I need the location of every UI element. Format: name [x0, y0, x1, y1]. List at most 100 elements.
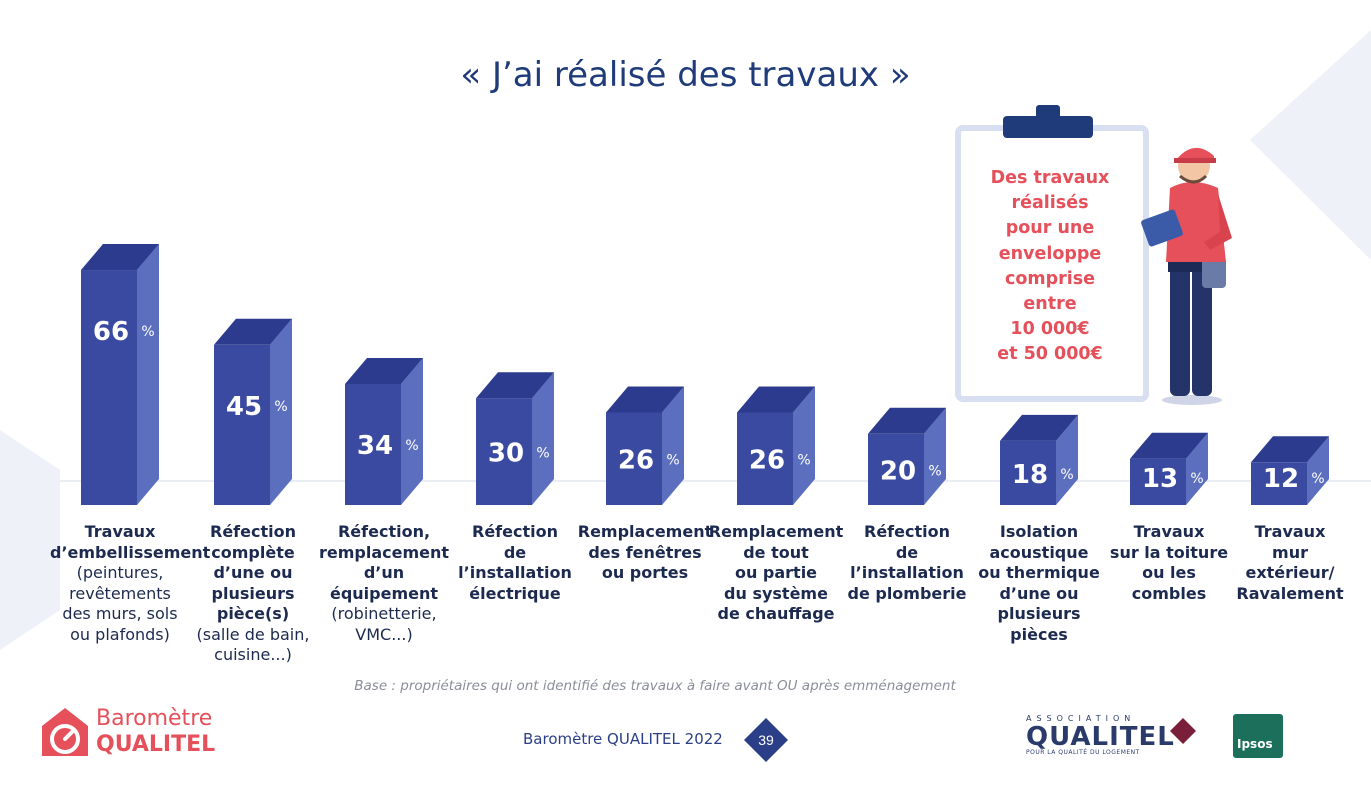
bar-unit-label: % [928, 463, 941, 479]
category-label: Isolation acoustique ou thermique d’une ou p… [969, 522, 1109, 645]
bar-value-label: 26 [618, 446, 654, 476]
ipsos-logo: Ipsos [1233, 714, 1283, 758]
category-label-detail: revêtements [69, 583, 171, 603]
category-label-line: Travaux [1254, 522, 1326, 541]
house-gauge-icon [42, 708, 88, 756]
category-label-line: électrique [469, 583, 561, 603]
category-label-line: Travaux [84, 522, 156, 541]
clipboard-callout [955, 125, 1149, 402]
category-label-line: du système [724, 583, 828, 603]
category-label-line: d’un équipement [329, 563, 439, 603]
callout-line: comprise [1004, 268, 1096, 289]
category-label-line: Réfection [210, 522, 296, 541]
bar-side [532, 372, 554, 505]
bar-unit-label: % [1190, 471, 1203, 487]
bar-chart: 66 % 45 % 34% 30% 26% 26% 20% 18% 13% 12% [60, 244, 1371, 506]
bar-top [606, 386, 684, 413]
bar-unit-label: % [1311, 471, 1324, 487]
bar-top [214, 318, 292, 345]
bar-value-label: 45 [226, 392, 262, 422]
category-label-line: complète [211, 542, 295, 562]
category-label-line: pièces [1010, 624, 1068, 644]
category-label-line: Isolation [999, 522, 1079, 541]
bar-top [345, 357, 423, 384]
worker-illustration [1141, 147, 1232, 405]
bar-unit-label: % [666, 453, 679, 469]
association-name: QUALITEL [1026, 722, 1175, 752]
category-label-line: Réfection, [337, 522, 431, 541]
clipboard-clip-top [1036, 105, 1060, 119]
category-label-line: extérieur/ [1245, 563, 1335, 582]
category-label-line: combles [1131, 583, 1207, 603]
category-label: Réfection, remplacement d’un équipement (ro… [314, 522, 454, 645]
category-label-line: Ravalement [1236, 583, 1344, 603]
bar-top [81, 244, 159, 271]
association-tagline: POUR LA QUALITÉ DU LOGEMENT [1026, 749, 1140, 756]
category-label-line: de l’installation [458, 542, 572, 583]
category-label-line: sur la toiture [1109, 542, 1229, 562]
category-label-line: de tout [743, 542, 809, 562]
clipboard-clip [1003, 116, 1093, 138]
bar-value-label: 12 [1263, 464, 1299, 494]
bar-unit-label: % [274, 399, 287, 415]
callout-line: réalisés [1011, 193, 1089, 214]
category-label-line: remplacement [318, 542, 450, 562]
category-label: Travaux mur extérieur/Ravalement [1220, 522, 1360, 604]
bar-front [1251, 462, 1307, 505]
base-note: Base : propriétaires qui ont identifié d… [354, 678, 956, 694]
bar-front [214, 344, 270, 505]
category-label-line: acoustique [989, 542, 1089, 562]
category-label-line: plusieurs [211, 583, 295, 603]
bar-top [737, 386, 815, 413]
category-label-line: ou partie [734, 563, 818, 582]
bar-top [1000, 414, 1078, 441]
category-label-line: Travaux [1133, 522, 1205, 541]
category-label-line: Remplacement [577, 522, 713, 541]
page-number-badge: 39 [744, 718, 788, 762]
category-label-line: Réfection [864, 522, 950, 541]
category-label: Remplacement des fenêtres ou portes [575, 522, 715, 584]
bar-front [1130, 458, 1186, 505]
bar-unit-label: % [536, 446, 549, 462]
category-label-line: de plomberie [847, 583, 967, 603]
category-label-line: Remplacement [708, 522, 844, 541]
category-label-line: des fenêtres [588, 542, 702, 562]
bar-front [1000, 440, 1056, 505]
bar-unit-label: % [797, 453, 810, 469]
bar-side [137, 244, 159, 506]
callout-line: pour une [1005, 218, 1095, 239]
bar-unit-label: % [1060, 467, 1073, 483]
bar-front [476, 398, 532, 505]
callout-text: Des travaux réalisés pour une enveloppe … [980, 166, 1120, 368]
category-label-line: d’embellissement [50, 542, 211, 562]
bar-value-label: 26 [749, 446, 785, 476]
category-label: Travaux sur la toiture ou les combles [1099, 522, 1239, 604]
bar-value-label: 20 [880, 456, 916, 486]
category-label-line: mur [1272, 542, 1308, 562]
bar-value-label: 30 [488, 439, 524, 469]
page-title: « J’ai réalisé des travaux » [460, 55, 911, 95]
bar-value-label: 66 [93, 317, 129, 347]
bar-side [1186, 432, 1208, 505]
category-label-line: d’une ou [999, 583, 1079, 603]
footer-title: Baromètre QUALITEL 2022 [523, 730, 723, 748]
callout-line: enveloppe [998, 243, 1102, 264]
bar-side [1056, 414, 1078, 505]
bar-front [606, 412, 662, 505]
callout-line: 10 000€ [1010, 319, 1090, 340]
callout-line: entre [1023, 294, 1077, 315]
category-label-line: ou portes [601, 563, 689, 582]
bar-top [1130, 432, 1208, 459]
bar-value-label: 34 [357, 431, 393, 461]
category-label-line: plusieurs [997, 604, 1081, 623]
bar-side [270, 318, 292, 505]
bar-front [345, 383, 401, 505]
category-label-detail: (peintures, [76, 563, 164, 582]
bar-side [401, 357, 423, 505]
brand-line2: QUALITEL [96, 732, 216, 757]
category-label-detail: (salle de bain, [196, 624, 310, 644]
bar-value-label: 18 [1012, 460, 1048, 490]
callout-line: et 50 000€ [997, 344, 1103, 365]
bar-unit-label: % [405, 438, 418, 454]
category-label-line: Réfection [472, 522, 558, 541]
